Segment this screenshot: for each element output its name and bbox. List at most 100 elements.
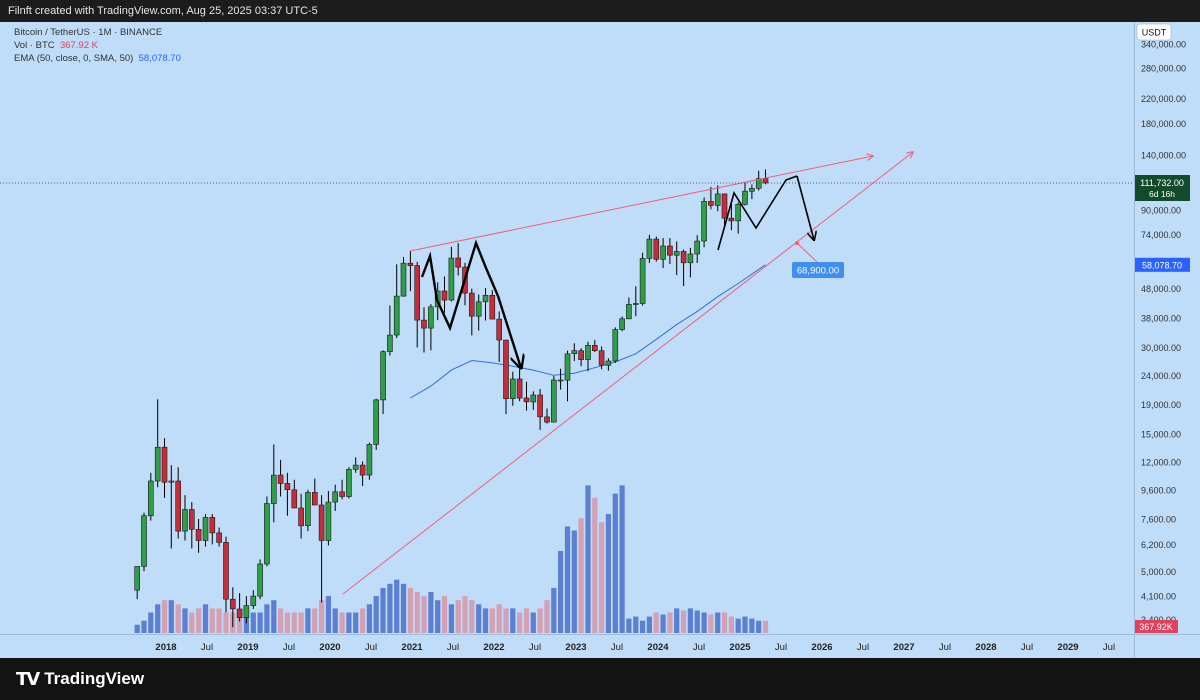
volume-bar [701, 612, 707, 633]
candle [509, 371, 516, 406]
candle [154, 399, 161, 488]
candle [639, 252, 646, 306]
upper-trendline [409, 156, 873, 252]
volume-bar [537, 608, 543, 633]
candle [735, 202, 742, 234]
volume-bar [674, 608, 680, 633]
candle [209, 514, 216, 545]
time-tick-label: 2020 [319, 642, 340, 653]
volume-bar [476, 604, 482, 633]
candle [626, 297, 632, 320]
candle [407, 250, 414, 292]
candle-body [544, 416, 550, 423]
candle [550, 375, 557, 423]
candle-body [243, 605, 250, 618]
candle [708, 186, 714, 210]
volume-bar [564, 526, 571, 633]
time-tick-label: Jul [365, 642, 377, 653]
candle [660, 238, 666, 268]
candle-body [639, 258, 646, 304]
price-tick-label: 6,200.00 [1141, 540, 1176, 550]
legend-symbol: Bitcoin / TetherUS · 1M · BINANCE [14, 27, 163, 38]
volume-bar [202, 604, 209, 633]
candle [202, 514, 209, 547]
candle [530, 391, 537, 410]
price-tick-label: 220,000.00 [1141, 94, 1186, 104]
candle [482, 288, 489, 321]
candle [591, 340, 598, 352]
current-price-countdown: 6d 16h [1149, 189, 1175, 199]
candle-body [236, 608, 243, 618]
volume-bar [633, 616, 639, 633]
candle-body [284, 483, 291, 490]
candle [680, 249, 687, 286]
time-tick-label: 2028 [975, 642, 996, 653]
volume-bar [196, 608, 202, 633]
volume-bar [646, 616, 652, 633]
volume-price-value: 367.92K [1139, 622, 1173, 632]
candle-body [557, 379, 564, 382]
volume-bar [223, 612, 229, 633]
candle-body [619, 318, 625, 330]
time-tick-label: 2018 [155, 642, 176, 653]
candle [264, 496, 270, 567]
volume-bar [373, 596, 379, 633]
tradingview-logo[interactable]: TV TradingView [16, 668, 144, 690]
candle [352, 457, 359, 473]
volume-bar [278, 608, 284, 633]
candle-body [421, 319, 427, 329]
time-tick-label: Jul [283, 642, 295, 653]
candle-body [352, 464, 359, 470]
candle [134, 566, 140, 600]
volume-bar [523, 608, 530, 633]
legend-ema: EMA (50, close, 0, SMA, 50) 58,078.70 [14, 52, 181, 65]
candle [578, 348, 584, 367]
volume-bar [681, 610, 687, 633]
time-tick-label: Jul [447, 642, 459, 653]
volume-bar [319, 600, 325, 633]
candle-body [141, 515, 147, 567]
candle-body [612, 329, 619, 362]
candle-body [346, 469, 352, 497]
candle-body [407, 262, 414, 266]
chart-caption-bar: Filnft created with TradingView.com, Aug… [0, 0, 1200, 22]
candle [168, 465, 175, 549]
price-tick-label: 38,000.00 [1141, 313, 1181, 323]
candle-body [632, 303, 639, 305]
candle-body [667, 245, 673, 256]
candle [387, 305, 393, 356]
time-tick-label: Jul [775, 642, 787, 653]
price-tick-label: 90,000.00 [1141, 206, 1181, 216]
price-tick-label: 4,100.00 [1141, 592, 1176, 602]
candle [701, 197, 707, 248]
candle-body [728, 217, 735, 222]
current-price-box [1135, 175, 1190, 201]
volume-bar [721, 612, 728, 633]
candle-body [680, 251, 687, 264]
volume-bar [448, 604, 454, 633]
candle-body [626, 304, 632, 320]
volume-bar [387, 583, 393, 633]
candle [714, 185, 721, 212]
candle [284, 472, 291, 516]
candle-body [216, 532, 222, 543]
volume-bar [510, 608, 516, 633]
candle [175, 467, 181, 539]
volume-bar [735, 618, 741, 633]
candle [318, 495, 325, 603]
candle [653, 236, 660, 262]
volume-bars [134, 485, 769, 633]
candle-body [721, 193, 728, 219]
candle-body [701, 201, 707, 242]
volume-bar [332, 608, 338, 633]
price-tick-label: 180,000.00 [1141, 119, 1186, 129]
volume-bar [762, 620, 769, 633]
candle-body [311, 492, 318, 506]
candle [673, 241, 680, 276]
time-tick-label: 2019 [237, 642, 258, 653]
candle-body [468, 292, 475, 317]
chart-caption: Filnft created with TradingView.com, Aug… [8, 5, 318, 17]
candle [619, 316, 625, 332]
